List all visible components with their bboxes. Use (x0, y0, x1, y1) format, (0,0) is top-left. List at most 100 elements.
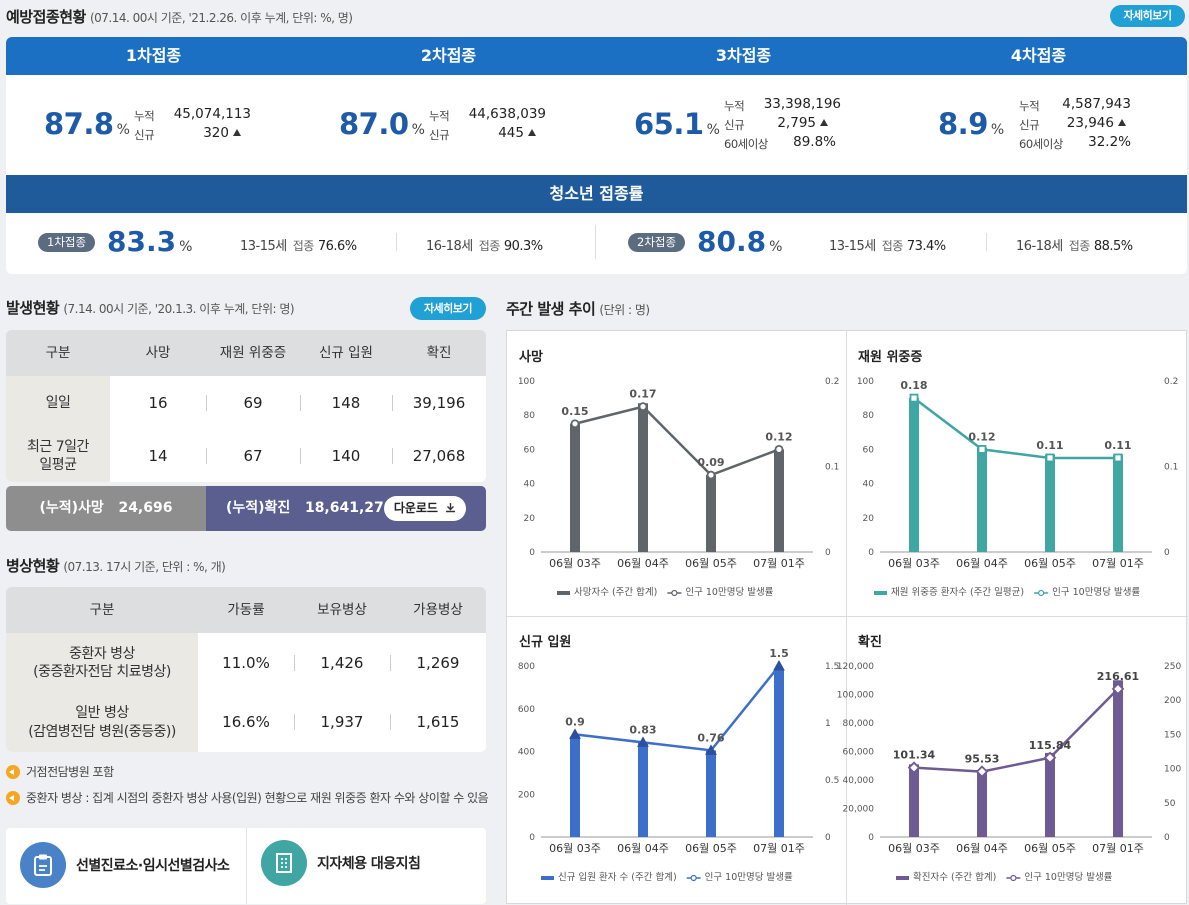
occurrence-detail-button[interactable]: 자세히보기 (410, 297, 486, 320)
y-tick-label: 0 (529, 833, 535, 843)
up-arrow-icon (233, 129, 241, 136)
teen-dose-2-16-18: 16-18세 접종 88.5% (1016, 239, 1133, 254)
weekly-title: 주간 발생 추이 (506, 300, 596, 318)
quick-links: 선별진료소·임시선별검사소 지자체용 대응지침 (6, 828, 486, 904)
x-tick-label: 06월 04주 (956, 842, 1008, 855)
legend-swatch (541, 876, 554, 880)
y2-tick-label: 1 (825, 719, 831, 729)
rate-marker (1045, 453, 1055, 463)
dose-1-label: 1차접종 (125, 46, 182, 65)
dose-4-60-label: 60세이상 (1019, 137, 1063, 151)
vaccine-detail-button[interactable]: 자세히보기 (1110, 5, 1185, 27)
dose-2-new-value: 445 (451, 125, 536, 141)
avg-admission: 140 (331, 447, 361, 465)
x-tick-label: 06월 04주 (617, 842, 669, 855)
rate-marker (975, 765, 989, 778)
teen-dose-2-13-15: 13-15세 접종 73.4% (829, 239, 946, 254)
rate-marker (1113, 453, 1123, 463)
row-label-general-beds: 일반 병상 (감염병전담 병원(중등중)) (6, 693, 198, 752)
rate-marker (909, 393, 919, 403)
teen-dose-1-badge: 1차접종 (38, 233, 96, 252)
divider (390, 655, 391, 671)
divider (396, 233, 397, 251)
divider (507, 616, 1188, 617)
y-tick-label: 100 (857, 377, 874, 387)
divider (206, 395, 207, 411)
row-label-7day-avg: 최근 7일간 일평균 (6, 430, 110, 482)
chart-title-confirmed: 확진 (858, 635, 882, 650)
rate-data-label: 216.61 (1097, 670, 1139, 683)
bar (706, 750, 716, 837)
y-tick-label: 120,000 (837, 662, 874, 672)
beds-title: 병상현황 (6, 557, 60, 575)
legend-label: 인구 10만명당 발생률 (685, 587, 773, 598)
cumulative-confirmed-box: (누적)확진 18,641,278 (206, 486, 486, 531)
rate-marker (570, 419, 580, 429)
y2-tick-label: 1.5 (825, 662, 839, 672)
dose-3-rate: 65.1% (634, 107, 720, 141)
dose-2-cum-value: 44,638,039 (468, 106, 546, 122)
cumulative-death-box: (누적)사망 24,696 (6, 486, 206, 531)
download-button[interactable]: 다운로드 (384, 496, 466, 521)
up-arrow-icon (528, 129, 536, 136)
y-tick-label: 60 (524, 445, 536, 455)
bar (638, 742, 648, 837)
divider (986, 233, 987, 251)
row-label-icu-beds: 중환자 병상 (중증환자전담 치료병상) (6, 633, 198, 693)
rate-line (913, 687, 1119, 773)
local-guideline-link[interactable]: 지자체용 대응지침 (247, 828, 486, 904)
avg-confirmed: 27,068 (412, 447, 466, 465)
legend-swatch (896, 876, 909, 880)
col-header-available-beds: 가용병상 (390, 587, 486, 633)
rate-data-label: 101.34 (893, 749, 936, 762)
y2-tick-label: 0 (1164, 833, 1170, 843)
y2-tick-label: 0.2 (825, 377, 839, 387)
chart-title-death: 사망 (519, 350, 543, 365)
rate-marker (638, 402, 648, 412)
occurrence-subtitle: (7.14. 00시 기준, '20.1.3. 이후 누계, 단위: 명) (63, 302, 295, 316)
y2-tick-label: 150 (1164, 730, 1181, 740)
y-tick-label: 80 (863, 411, 875, 421)
legend-label: 인구 10만명당 발생률 (1052, 587, 1140, 598)
dose-4-rate: 8.9% (938, 107, 1004, 141)
y-tick-label: 40 (524, 480, 536, 490)
divider (392, 395, 393, 411)
bar (774, 449, 784, 552)
general-occupancy: 16.6% (222, 713, 270, 731)
x-tick-label: 06월 05주 (1024, 557, 1076, 570)
dose-4-cum-label: 누적 (1019, 99, 1040, 113)
y-tick-label: 0 (868, 833, 874, 843)
teen-vaccine-header: 청소년 접종률 (6, 175, 1187, 213)
teen-dose-2-badge: 2차접종 (628, 233, 686, 252)
avg-severe: 67 (243, 447, 263, 465)
divider (294, 655, 295, 671)
dose-2-rate: 87.0% (339, 107, 425, 141)
dose-2-label: 2차접종 (420, 46, 477, 65)
y-tick-label: 100,000 (837, 691, 874, 701)
rate-data-label: 0.11 (1104, 439, 1131, 452)
x-tick-label: 06월 03주 (888, 557, 940, 570)
bar (977, 770, 987, 837)
divider (595, 225, 596, 259)
legend-label: 재원 위중증 환자수 (주간 일평균) (891, 586, 1024, 598)
bar (774, 670, 784, 837)
screening-clinic-link[interactable]: 선별진료소·임시선별검사소 (6, 828, 246, 904)
avg-death: 14 (148, 447, 168, 465)
teen-dose-1-rate: 83.3% (107, 225, 193, 258)
y-tick-label: 80 (524, 411, 536, 421)
legend-swatch (874, 591, 887, 595)
divider (246, 828, 247, 904)
y-tick-label: 0 (868, 548, 874, 558)
dose-3-cum-value: 33,398,196 (763, 96, 841, 112)
divider (390, 714, 391, 730)
rate-data-label: 0.12 (968, 430, 995, 443)
vaccine-title: 예방접종현황 (6, 8, 86, 26)
daily-admission: 148 (331, 394, 361, 412)
x-tick-label: 06월 05주 (685, 557, 737, 570)
note-item: 거점전담병원 포함 (6, 763, 114, 780)
y-tick-label: 20 (524, 514, 536, 524)
x-tick-label: 06월 03주 (549, 842, 601, 855)
col-header-owned-beds: 보유병상 (294, 587, 390, 633)
bar (638, 403, 648, 552)
dose-2-cum-label: 누적 (429, 109, 450, 123)
